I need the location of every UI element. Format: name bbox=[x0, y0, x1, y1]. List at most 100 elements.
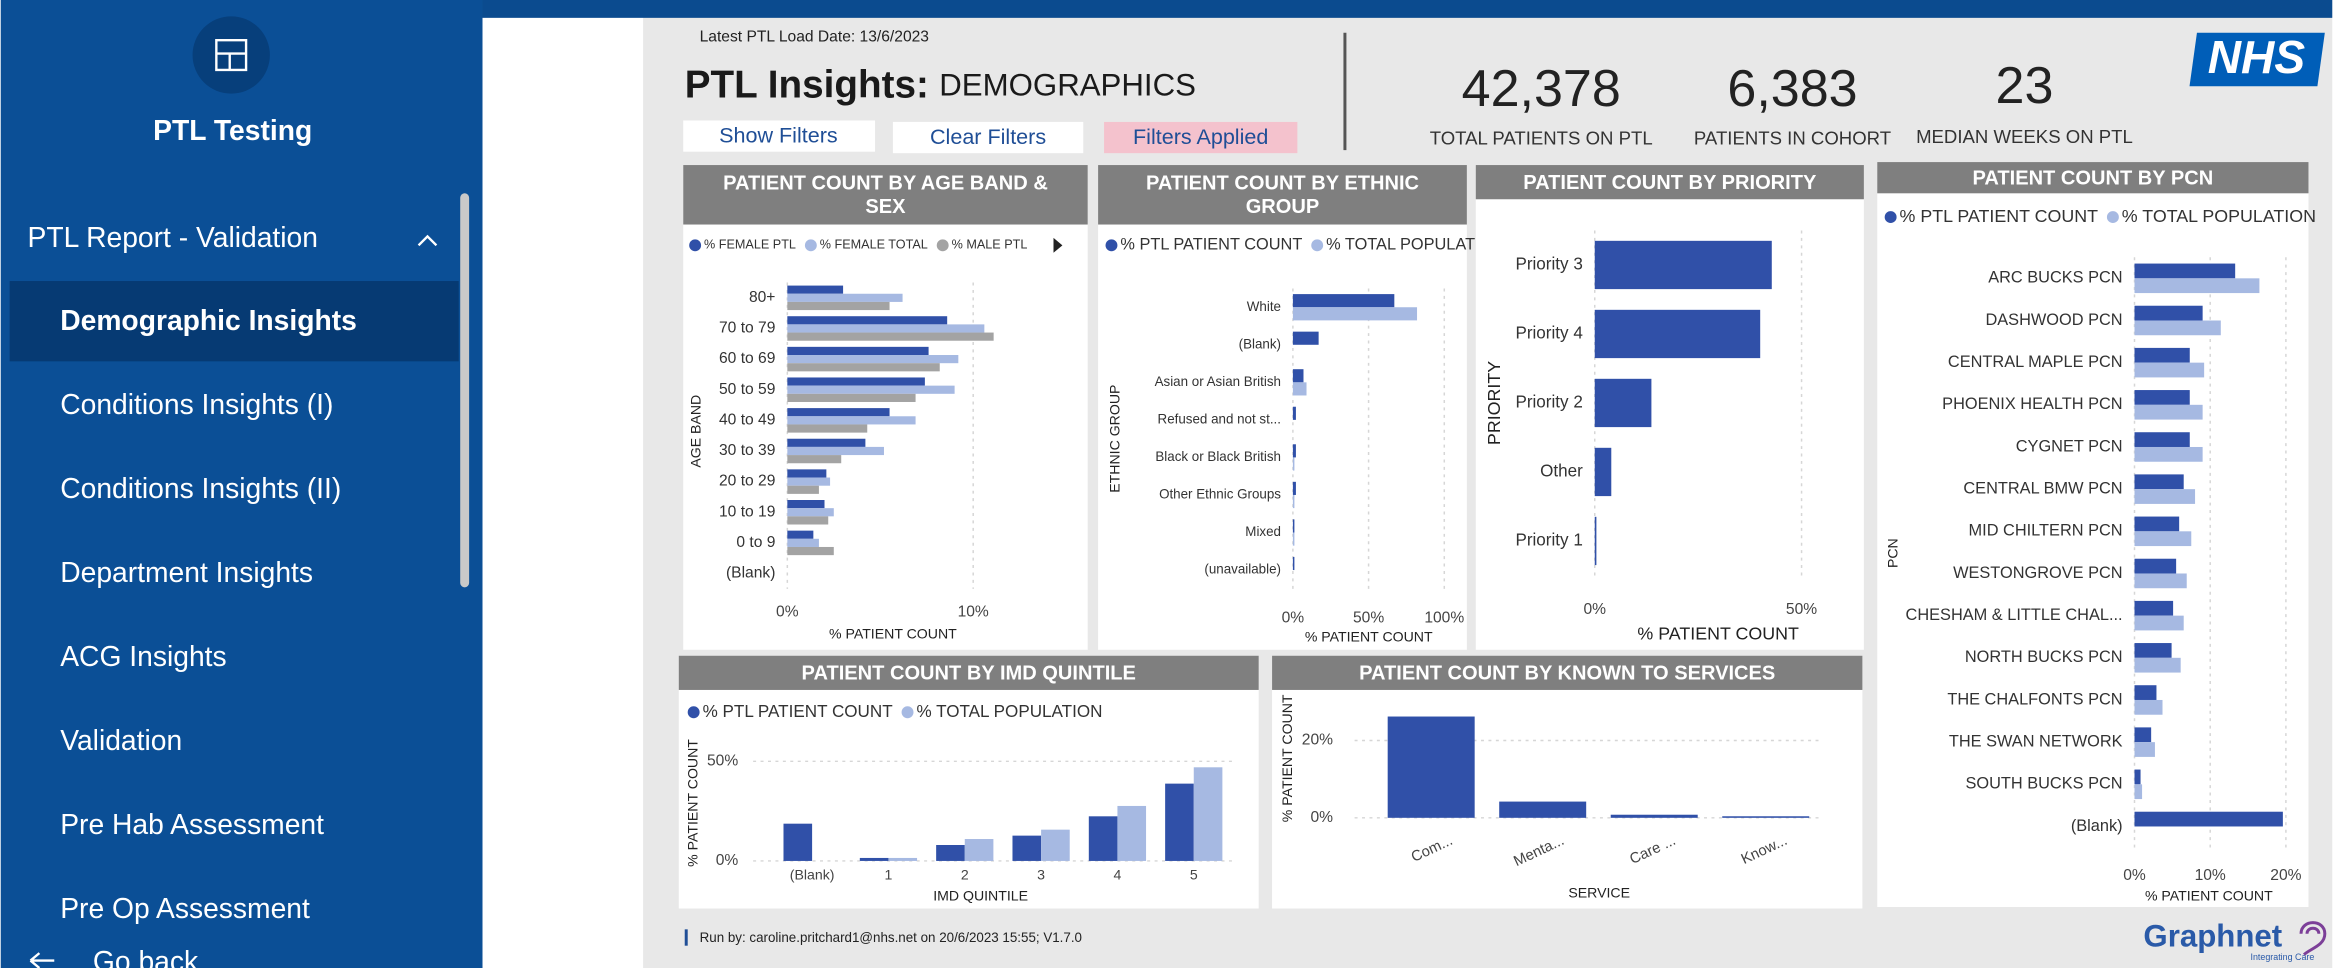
chart-title: PATIENT COUNT BY PRIORITY bbox=[1523, 172, 1817, 194]
category-label: Priority 2 bbox=[1515, 392, 1582, 411]
category-label: (unavailable) bbox=[1204, 562, 1281, 577]
chart-title: PATIENT COUNT BY AGE BAND & SEX bbox=[723, 173, 1048, 219]
category-label: DASHWOOD PCN bbox=[1985, 311, 2122, 329]
category-label: 30 to 39 bbox=[719, 442, 775, 459]
category-label: Asian or Asian British bbox=[1155, 374, 1281, 389]
panel-header bbox=[683, 165, 1088, 225]
app-title: PTL Testing bbox=[153, 114, 312, 146]
clear-filters-label[interactable]: Clear Filters bbox=[930, 124, 1046, 149]
category-label: MID CHILTERN PCN bbox=[1969, 522, 2123, 540]
category-label: 80+ bbox=[749, 289, 775, 306]
legend-label: % TOTAL POPULATI... bbox=[1326, 236, 1493, 254]
app-icon[interactable] bbox=[192, 16, 270, 94]
bar bbox=[787, 316, 948, 325]
bar bbox=[783, 823, 813, 861]
category-label: 40 to 49 bbox=[719, 411, 775, 428]
filters-applied-button[interactable] bbox=[1104, 121, 1298, 154]
x-tick-label: 20% bbox=[2270, 867, 2301, 884]
graphnet-tagline: Integrating Care bbox=[2250, 952, 2314, 962]
bar bbox=[1722, 816, 1810, 818]
bar bbox=[2134, 263, 2236, 279]
panel-background bbox=[1098, 165, 1467, 650]
go-back[interactable]: Go back bbox=[93, 945, 199, 968]
section-header[interactable]: PTL Report - Validation bbox=[28, 221, 319, 253]
chart-title: PATIENT COUNT BY PCN bbox=[1972, 167, 2213, 189]
panel-header bbox=[1272, 655, 1863, 690]
chart-panel: PATIENT COUNT BY ETHNIC GROUP % PTL PATIEN… bbox=[1098, 165, 1493, 650]
nav-item[interactable]: Validation bbox=[60, 724, 182, 756]
scrollbar[interactable] bbox=[460, 193, 470, 588]
legend-swatch bbox=[901, 706, 914, 719]
category-label: CYGNET PCN bbox=[2016, 437, 2123, 455]
filters-applied-label[interactable]: Filters Applied bbox=[1133, 124, 1268, 149]
legend-scroll-arrow[interactable] bbox=[1053, 237, 1063, 253]
bar bbox=[859, 857, 889, 861]
collapse-chevron[interactable] bbox=[417, 234, 438, 247]
y-axis-label: PCN bbox=[1884, 538, 1900, 568]
load-date: Latest PTL Load Date: 13/6/2023 bbox=[700, 28, 929, 45]
bar bbox=[787, 508, 834, 517]
bar bbox=[1292, 457, 1295, 471]
legend-swatch bbox=[1884, 211, 1897, 224]
report-title-main: PTL Insights: bbox=[685, 64, 929, 107]
show-filters-label[interactable]: Show Filters bbox=[719, 122, 838, 147]
bar bbox=[2134, 305, 2203, 321]
category-label: Other Ethnic Groups bbox=[1159, 486, 1281, 501]
sidebar: PTL Testing PTL Report - Validation Demo… bbox=[0, 0, 483, 968]
category-label: SOUTH BUCKS PCN bbox=[1965, 775, 2122, 793]
bar bbox=[1292, 331, 1319, 345]
category-label: CENTRAL MAPLE PCN bbox=[1948, 353, 2123, 371]
category-label: 0 to 9 bbox=[736, 534, 775, 551]
bar bbox=[787, 324, 985, 333]
bar bbox=[1292, 307, 1418, 321]
bar bbox=[787, 455, 842, 464]
bar bbox=[2134, 531, 2192, 547]
kpi-label: TOTAL PATIENTS ON PTL bbox=[1430, 128, 1653, 149]
chart-title: PATIENT COUNT BY KNOWN TO SERVICES bbox=[1359, 663, 1775, 685]
nav-item[interactable]: Demographic Insights bbox=[60, 304, 357, 336]
nav-item[interactable]: ACG Insights bbox=[60, 640, 226, 672]
bar bbox=[1292, 369, 1304, 383]
category-label: THE CHALFONTS PCN bbox=[1947, 690, 2122, 708]
back-arrow bbox=[29, 952, 55, 968]
category-label: Priority 3 bbox=[1515, 254, 1582, 273]
clear-filters-button[interactable] bbox=[892, 121, 1084, 154]
x-axis-label: % PATIENT COUNT bbox=[1305, 629, 1433, 645]
bar bbox=[2134, 573, 2187, 589]
nhs-logo-text: NHS bbox=[2208, 31, 2306, 83]
show-filters-button[interactable] bbox=[683, 120, 876, 152]
bar bbox=[2134, 643, 2172, 658]
chart-panel: PATIENT COUNT BY PRIORITY 0% 50% Priority 3… bbox=[1475, 165, 1864, 650]
category-label: (Blank) bbox=[726, 565, 775, 582]
bar bbox=[2134, 446, 2203, 462]
category-label: CENTRAL BMW PCN bbox=[1963, 479, 2122, 497]
nav-item[interactable]: Department Insights bbox=[60, 556, 313, 588]
bar bbox=[1292, 294, 1395, 308]
bar bbox=[1193, 767, 1223, 861]
x-tick-label: 100% bbox=[1424, 610, 1464, 627]
nav-item[interactable]: Pre Hab Assessment bbox=[60, 808, 324, 840]
bar bbox=[2134, 320, 2221, 336]
footer-text: Run by: caroline.pritchard1@nhs.net on 2… bbox=[700, 930, 1082, 945]
chart-panel: PATIENT COUNT BY PCN % PTL PATIENT COUNT%… bbox=[1877, 162, 2316, 908]
bar bbox=[1088, 816, 1118, 861]
category-label: Mixed bbox=[1245, 524, 1281, 539]
bar bbox=[787, 385, 955, 394]
category-label: 60 to 69 bbox=[719, 350, 775, 367]
bar bbox=[2134, 390, 2190, 405]
bar bbox=[1165, 783, 1194, 861]
bar bbox=[787, 285, 844, 294]
bar bbox=[1292, 444, 1296, 458]
bar bbox=[1594, 516, 1597, 566]
nav-item[interactable]: Pre Op Assessment bbox=[60, 892, 310, 924]
x-tick-label: 50% bbox=[1353, 610, 1384, 627]
category-label: Black or Black British bbox=[1155, 449, 1281, 464]
category-label: NORTH BUCKS PCN bbox=[1965, 648, 2123, 666]
bar bbox=[787, 477, 831, 486]
nav-item[interactable]: Conditions Insights (I) bbox=[60, 388, 333, 420]
category-label: THE SWAN NETWORK bbox=[1949, 732, 2123, 750]
nhs-logo bbox=[2189, 32, 2325, 87]
graphnet-icon bbox=[2299, 921, 2327, 956]
legend-swatch bbox=[2106, 211, 2119, 224]
nav-item[interactable]: Conditions Insights (II) bbox=[60, 472, 341, 504]
